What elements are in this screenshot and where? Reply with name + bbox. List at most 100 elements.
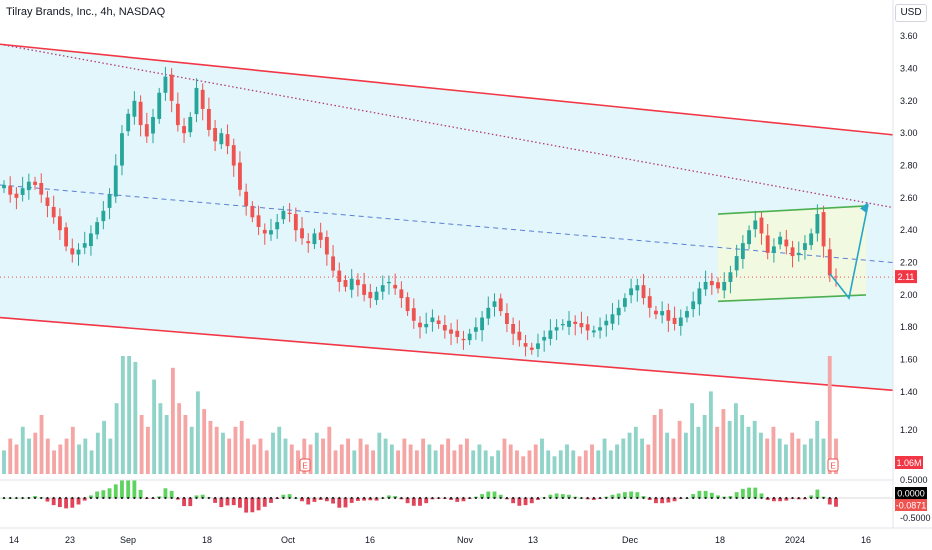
volume-bar: [439, 444, 444, 474]
oscillator-bar: [511, 498, 516, 504]
oscillator-bar: [809, 495, 814, 498]
oscillator-bar: [517, 498, 522, 506]
oscillator-dot: [524, 496, 527, 500]
volume-bar: [565, 444, 569, 474]
candle-body: [585, 324, 590, 331]
oscillator-dot: [195, 496, 198, 500]
volume-bar: [2, 450, 6, 474]
oscillator-hist-label: -0.0871: [896, 501, 927, 511]
oscillator-dot: [580, 496, 583, 500]
candle-body: [740, 243, 745, 259]
volume-bar: [177, 403, 182, 474]
candle-body: [399, 289, 404, 299]
candle-body: [64, 227, 69, 247]
oscillator-bar: [238, 498, 242, 508]
oscillator-dot: [375, 496, 378, 500]
candle-body: [666, 310, 671, 321]
oscillator-bar: [771, 498, 776, 502]
candle-body: [343, 280, 348, 287]
volume-bar: [521, 456, 526, 474]
oscillator-dot: [741, 496, 744, 500]
channel-fill: [0, 44, 893, 391]
candle-body: [45, 197, 50, 206]
volume-bar: [527, 450, 532, 474]
volume-bar: [446, 438, 451, 474]
volume-label: 1.06M: [896, 458, 921, 468]
oscillator-dot: [350, 496, 353, 500]
oscillator-bar: [343, 498, 348, 508]
candle-body: [76, 249, 81, 255]
oscillator-dot: [394, 496, 397, 500]
event-marker-2[interactable]: [827, 458, 839, 472]
oscillator-bar: [734, 492, 739, 498]
oscillator-dot: [282, 496, 285, 500]
candle-body: [542, 336, 547, 341]
time-tick-label: Sep: [120, 535, 136, 545]
last-price-badge: [895, 270, 917, 284]
event-marker-1[interactable]: [299, 458, 311, 472]
oscillator-dot: [518, 496, 521, 500]
oscillator-dot: [499, 496, 502, 500]
volume-bar: [683, 432, 688, 474]
currency-button[interactable]: USD: [895, 4, 927, 22]
oscillator-dot: [667, 496, 670, 500]
volume-bar: [577, 456, 582, 474]
oscillator-dot: [760, 496, 763, 500]
oscillator-bar: [362, 498, 367, 501]
candle-body: [244, 191, 249, 206]
price-tick-label: 2.60: [900, 193, 918, 203]
oscillator-bar: [666, 498, 671, 503]
volume-bar: [152, 379, 157, 474]
candle-body: [709, 280, 714, 286]
oscillator-bar: [101, 490, 106, 498]
volume-bar: [433, 450, 438, 474]
volume-bar: [708, 391, 713, 474]
oscillator-bar: [306, 498, 311, 505]
oscillator-dot: [729, 496, 732, 500]
oscillator-dot: [387, 496, 391, 500]
candle-body: [492, 301, 497, 307]
oscillator-dot: [120, 496, 124, 500]
oscillator-dot: [96, 496, 99, 500]
oscillator-bar: [262, 498, 267, 507]
volume-bar: [590, 444, 594, 474]
oscillator-dot: [443, 496, 446, 500]
candle-body: [405, 297, 410, 312]
oscillator-bar: [120, 480, 124, 498]
volume-bar: [108, 438, 113, 474]
volume-bar: [264, 450, 269, 474]
volume-bar: [777, 438, 782, 474]
price-tick-label: 1.60: [900, 355, 918, 365]
volume-bar: [102, 420, 107, 474]
oscillator-bar: [89, 495, 93, 498]
oscillator-dot: [182, 496, 186, 500]
oscillator-dot: [549, 496, 552, 500]
volume-bar: [815, 420, 820, 474]
oscillator-dot: [692, 496, 695, 500]
oscillator-dot: [83, 496, 86, 500]
oscillator-dot: [431, 496, 434, 500]
projection-arrow-head: [860, 202, 868, 214]
candle-body: [529, 347, 534, 350]
volume-bar: [327, 426, 332, 474]
volume-bar: [277, 426, 282, 474]
oscillator-dot: [139, 496, 142, 500]
candle-body: [517, 331, 522, 341]
volume-bar: [458, 444, 463, 474]
oscillator-dot: [462, 496, 465, 500]
oscillator-dot: [64, 496, 68, 500]
candle-body: [654, 310, 658, 315]
oscillator-bar: [654, 498, 658, 504]
oscillator-bar: [250, 498, 255, 513]
oscillator-dot: [437, 496, 440, 500]
oscillator-bar: [113, 484, 118, 498]
candle-body: [337, 270, 342, 282]
candle-body: [82, 243, 87, 248]
oscillator-bar: [759, 493, 764, 498]
oscillator-dot: [2, 496, 6, 500]
candle-body: [418, 322, 422, 328]
oscillator-dot: [381, 496, 384, 500]
oscillator-dot: [747, 496, 751, 500]
candle-body: [281, 210, 286, 220]
